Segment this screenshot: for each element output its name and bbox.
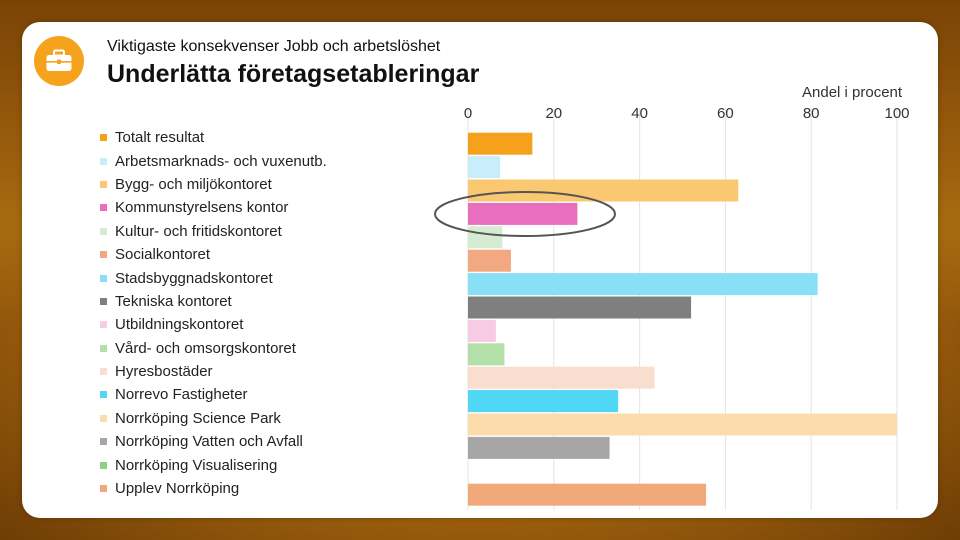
x-tick-label: 80 [803, 105, 820, 122]
slide-card: Viktigaste konsekvenser Jobb och arbetsl… [22, 22, 938, 518]
legend-label: Kommunstyrelsens kontor [115, 199, 289, 217]
legend-swatch [100, 368, 107, 376]
legend-swatch [100, 297, 107, 305]
legend-swatch [100, 414, 107, 422]
legend-swatch [100, 157, 107, 165]
bar [468, 226, 503, 249]
legend-label: Totalt resultat [115, 129, 205, 147]
legend-label: Socialkontoret [115, 246, 211, 264]
legend-label: Arbetsmarknads- och vuxenutb. [115, 152, 327, 170]
legend-item: Utbildningskontoret [100, 313, 327, 336]
bar [468, 366, 655, 389]
bar [468, 319, 496, 342]
bar [468, 273, 818, 296]
bar [468, 436, 610, 459]
legend-item: Totalt resultat [100, 126, 327, 149]
chart-legend: Totalt resultat Arbetsmarknads- och vuxen… [100, 126, 327, 500]
legend-item: Bygg- och miljökontoret [100, 173, 327, 196]
bar-chart: 0 20 40 60 80 100 [434, 105, 910, 510]
legend-item: Socialkontoret [100, 243, 327, 266]
bar [468, 296, 692, 319]
bar [468, 156, 501, 179]
slide-title: Underlätta företagsetableringar [107, 60, 480, 88]
legend-item: Norrköping Vatten och Avfall [100, 430, 327, 453]
legend-label: Bygg- och miljökontoret [115, 175, 272, 193]
legend-swatch [100, 134, 107, 142]
x-axis-title: Andel i procent [802, 84, 903, 101]
legend-item: Vård- och omsorgskontoret [100, 337, 327, 360]
legend-item: Upplev Norrköping [100, 477, 327, 500]
bar [468, 132, 533, 155]
legend-label: Utbildningskontoret [115, 316, 244, 334]
x-tick-label: 20 [545, 105, 562, 122]
bar [468, 249, 511, 272]
legend-label: Norrevo Fastigheter [115, 386, 248, 404]
legend-swatch [100, 344, 107, 352]
legend-swatch [100, 485, 107, 493]
slide-subtitle: Viktigaste konsekvenser Jobb och arbetsl… [107, 38, 441, 55]
legend-item: Norrevo Fastigheter [100, 383, 327, 406]
legend-swatch [100, 321, 107, 329]
legend-item: Norrköping Visualisering [100, 453, 327, 476]
legend-label: Norrköping Visualisering [115, 456, 278, 474]
x-tick-label: 40 [631, 105, 648, 122]
legend-swatch [100, 180, 107, 188]
legend-item: Arbetsmarknads- och vuxenutb. [100, 149, 327, 172]
legend-item: Kommunstyrelsens kontor [100, 196, 327, 219]
legend-label: Norrköping Vatten och Avfall [115, 433, 303, 451]
legend-swatch [100, 227, 107, 235]
bar [468, 179, 739, 202]
bar [468, 202, 578, 225]
chart-bars [468, 132, 897, 506]
legend-swatch [100, 204, 107, 212]
legend-item: Stadsbyggnadskontoret [100, 266, 327, 289]
legend-label: Hyresbostäder [115, 363, 213, 381]
briefcase-icon [46, 49, 72, 71]
legend-label: Norrköping Science Park [115, 409, 281, 427]
bar [468, 413, 897, 436]
bar [468, 483, 707, 506]
legend-swatch [100, 461, 107, 469]
legend-swatch [100, 251, 107, 259]
x-tick-label: 100 [884, 105, 909, 122]
legend-swatch [100, 274, 107, 282]
legend-label: Kultur- och fritidskontoret [115, 222, 282, 240]
legend-item: Hyresbostäder [100, 360, 327, 383]
legend-label: Upplev Norrköping [115, 480, 240, 498]
x-tick-label: 60 [717, 105, 734, 122]
legend-label: Stadsbyggnadskontoret [115, 269, 273, 287]
legend-label: Tekniska kontoret [115, 292, 232, 310]
highlight-ellipse [434, 191, 616, 237]
legend-item: Tekniska kontoret [100, 290, 327, 313]
x-tick-label: 0 [464, 105, 472, 122]
legend-item: Norrköping Science Park [100, 407, 327, 430]
briefcase-badge [34, 36, 84, 86]
x-axis-ticks: 0 20 40 60 80 100 [464, 105, 910, 122]
bar [468, 343, 505, 366]
legend-swatch [100, 391, 107, 399]
legend-item: Kultur- och fritidskontoret [100, 220, 327, 243]
legend-swatch [100, 438, 107, 446]
bar [468, 390, 619, 413]
legend-label: Vård- och omsorgskontoret [115, 339, 296, 357]
